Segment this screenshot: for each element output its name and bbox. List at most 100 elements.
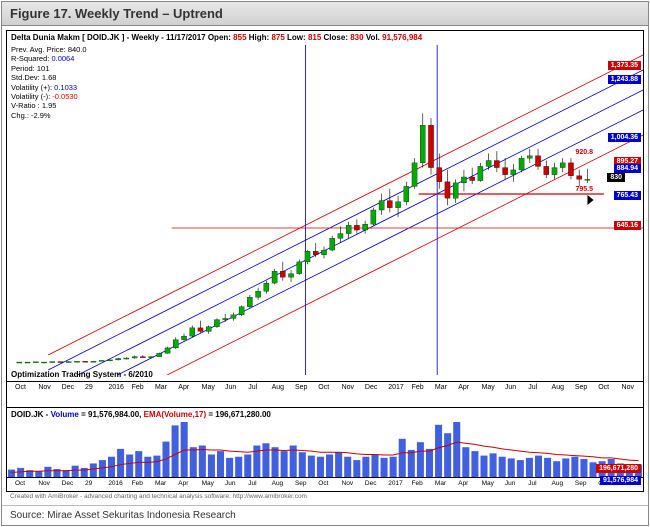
xaxis-tick: Nov <box>342 384 363 391</box>
xaxis-tick: Feb <box>412 480 433 487</box>
xaxis-tick: Dec <box>62 384 83 391</box>
price-label: 795.5 <box>575 186 593 193</box>
price-tag: 1,243.88 <box>608 75 641 84</box>
xaxis-tick: May <box>202 480 223 487</box>
x-axis: OctNovDec292016FebMarAprMayJunJulAugSepO… <box>7 381 643 407</box>
xaxis-tick: Jun <box>225 480 246 487</box>
xaxis-tick: Mar <box>435 384 456 391</box>
figure-container: Figure 17. Weekly Trend – Uptrend Delta … <box>1 1 649 526</box>
xaxis-tick: Feb <box>132 480 153 487</box>
stat-prev: Prev. Avg. Price: 840.0 <box>11 45 87 54</box>
stat-chg: Chg.: -2.9% <box>11 111 87 120</box>
xaxis-tick: Mar <box>155 480 176 487</box>
vol-label: Vol. <box>366 33 380 42</box>
xaxis-tick: 2016 <box>108 384 129 391</box>
xaxis-tick: Jun <box>225 384 246 391</box>
xaxis-tick: Jun <box>505 384 526 391</box>
created-label: Created with AmiBroker - advanced charti… <box>6 492 644 501</box>
xaxis-tick: Oct <box>15 384 36 391</box>
xaxis-tick: 29 <box>85 480 106 487</box>
volume-bars <box>7 422 643 478</box>
vh-vol-lbl: Volume <box>51 410 79 419</box>
xaxis-tick: Aug <box>552 384 573 391</box>
xaxis-tick: Oct <box>318 480 339 487</box>
xaxis-tick: Dec <box>62 480 83 487</box>
close-val: 830 <box>350 33 363 42</box>
stat-volp: Volatility (+): 0.1033 <box>11 83 87 92</box>
xaxis-tick: Jul <box>528 384 549 391</box>
stat-period: Period: 101 <box>11 64 87 73</box>
price-tag: 884.94 <box>614 164 641 173</box>
xaxis-tick: Sep <box>295 384 316 391</box>
stat-r2: R-Squared: 0.0064 <box>11 54 87 63</box>
open-label: Open: <box>208 33 231 42</box>
xaxis-tick: Dec <box>365 480 386 487</box>
volume-chart: DOID.JK - Volume = 91,576,984.00, EMA(Vo… <box>6 408 644 492</box>
xaxis-tick: Nov <box>38 384 59 391</box>
open-val: 855 <box>233 33 246 42</box>
xaxis-tick: May <box>202 384 223 391</box>
xaxis-tick: May <box>482 480 503 487</box>
xaxis-tick: Sep <box>295 480 316 487</box>
price-tag: 765.43 <box>614 191 641 200</box>
stats-block: Prev. Avg. Price: 840.0 R-Squared: 0.006… <box>11 45 87 120</box>
volume-header: DOID.JK - Volume = 91,576,984.00, EMA(Vo… <box>7 408 643 421</box>
chart-area: Delta Dunia Makm [ DOID.JK ] - Weekly - … <box>2 26 648 505</box>
price-tag: 1,004.36 <box>608 133 641 142</box>
xaxis-tick: Oct <box>318 384 339 391</box>
volume-tag: 196,671,280 <box>596 464 641 473</box>
xaxis-tick: 2017 <box>388 480 409 487</box>
xaxis-tick: Aug <box>272 384 293 391</box>
volume-tag: 91,576,984 <box>600 476 641 485</box>
ticker-label: Delta Dunia Makm [ DOID.JK ] - Weekly - … <box>11 33 206 42</box>
vh-vol-eq: = 91,576,984.00, <box>79 410 144 419</box>
stat-vratio: V-Ratio : 1.95 <box>11 101 87 110</box>
xaxis-tick: Apr <box>458 384 479 391</box>
xaxis-tick: Jul <box>248 480 269 487</box>
vh-ema-eq: = 196,671,280.00 <box>206 410 271 419</box>
price-label: 920.8 <box>575 149 593 156</box>
stat-voln: Volatility (-): -0.0530 <box>11 92 87 101</box>
xaxis-tick: Aug <box>552 480 573 487</box>
source-label: Source: Mirae Asset Sekuritas Indonesia … <box>2 505 648 525</box>
low-label: Low: <box>287 33 306 42</box>
xaxis-tick: Feb <box>412 384 433 391</box>
xaxis-tick: Jul <box>248 384 269 391</box>
xaxis-tick: Aug <box>272 480 293 487</box>
high-label: High: <box>249 33 269 42</box>
figure-title: Figure 17. Weekly Trend – Uptrend <box>2 2 648 26</box>
xaxis-tick: Mar <box>435 480 456 487</box>
opt-label: Optimization Trading System - 6/2010 <box>11 370 153 379</box>
xaxis-tick: Apr <box>178 384 199 391</box>
main-chart: Delta Dunia Makm [ DOID.JK ] - Weekly - … <box>6 30 644 408</box>
price-tag: 645.16 <box>614 221 641 230</box>
xaxis-tick: 2016 <box>108 480 129 487</box>
xaxis-tick: 2017 <box>388 384 409 391</box>
xaxis-tick: Oct <box>15 480 36 487</box>
high-val: 875 <box>271 33 284 42</box>
xaxis-tick: Oct <box>598 384 619 391</box>
price-tag: 1,373.35 <box>608 61 641 70</box>
vh-ticker: DOID.JK - <box>11 410 51 419</box>
xaxis-tick: Sep <box>575 384 596 391</box>
xaxis-tick: Mar <box>155 384 176 391</box>
xaxis-tick: Nov <box>622 384 643 391</box>
price-tag: 830 <box>607 173 625 182</box>
xaxis-tick: Apr <box>178 480 199 487</box>
xaxis-tick: Jul <box>528 480 549 487</box>
vh-ema-lbl: EMA(Volume,17) <box>144 410 207 419</box>
vol-val: 91,576,984 <box>382 33 422 42</box>
chart-header: Delta Dunia Makm [ DOID.JK ] - Weekly - … <box>7 31 643 44</box>
xaxis-tick: Apr <box>458 480 479 487</box>
candlestick-chart <box>7 45 643 375</box>
xaxis-tick: Nov <box>38 480 59 487</box>
xaxis-tick: May <box>482 384 503 391</box>
volume-x-axis: OctNovDec292016FebMarAprMayJunJulAugSepO… <box>7 477 643 491</box>
xaxis-tick: 29 <box>85 384 106 391</box>
xaxis-tick: Jun <box>505 480 526 487</box>
xaxis-tick: Feb <box>132 384 153 391</box>
xaxis-tick: Dec <box>365 384 386 391</box>
xaxis-tick: Nov <box>342 480 363 487</box>
low-val: 815 <box>308 33 321 42</box>
stat-std: Std.Dev: 1.68 <box>11 73 87 82</box>
